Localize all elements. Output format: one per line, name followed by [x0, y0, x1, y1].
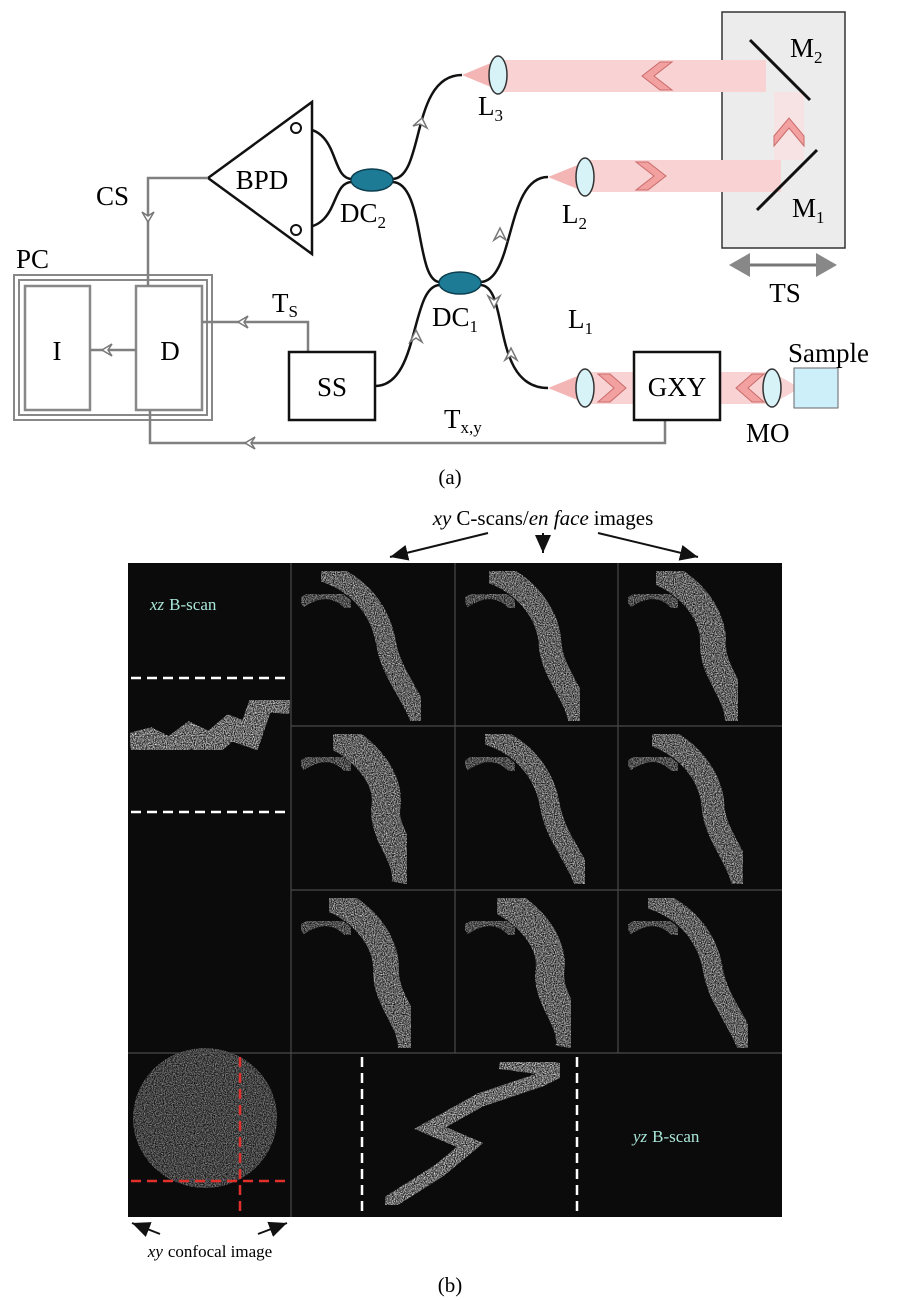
ss-label: SS: [317, 372, 347, 402]
l3-label: L3: [478, 91, 503, 125]
label-sub: 2: [378, 213, 387, 232]
label-main: M: [790, 33, 814, 63]
port: [291, 225, 301, 235]
bpd-label: BPD: [236, 165, 289, 195]
label-sub: 2: [814, 48, 823, 67]
txy-label: Tx,y: [444, 404, 482, 437]
label-part: images: [594, 506, 653, 530]
coupler: [351, 169, 393, 191]
dc1-label: DC1: [432, 302, 478, 336]
sample-box: [794, 368, 838, 408]
ts-label: TS: [769, 278, 801, 308]
label-part: xy: [147, 1242, 164, 1261]
label-part: xy: [432, 506, 452, 530]
lens: [489, 56, 507, 94]
beam: [498, 60, 766, 92]
label-main: M: [792, 193, 816, 223]
dc2-label: DC2: [340, 198, 386, 232]
label-sub: 2: [579, 214, 588, 233]
port: [291, 123, 301, 133]
panel-a: BPD CS PC I D TS SS DC2 DC1 L3 L2 L1 M2 …: [14, 12, 869, 489]
figure: BPD CS PC I D TS SS DC2 DC1 L3 L2 L1 M2 …: [0, 0, 901, 1300]
fiber: [375, 285, 440, 386]
beam: [585, 160, 781, 192]
pointer-arrow: [598, 533, 698, 557]
coupler: [439, 272, 481, 294]
label-part: xz: [149, 595, 165, 614]
pointer-arrow: [132, 1223, 160, 1234]
pointer-arrow: [258, 1223, 287, 1234]
label-sub: 1: [585, 319, 594, 338]
label-part: confocal image: [168, 1242, 272, 1261]
pointer-arrow: [390, 533, 488, 557]
label-part: B-scan: [652, 1127, 700, 1146]
caption-b: (b): [438, 1273, 463, 1297]
label-part: yz: [631, 1127, 648, 1146]
confocal-speckle: [133, 1048, 277, 1188]
label-part: C-scans/: [456, 506, 528, 530]
l2-label: L2: [562, 199, 587, 233]
label-sub: x,y: [461, 418, 483, 437]
ts-trigger-label: TS: [272, 288, 298, 321]
sample-label: Sample: [788, 338, 869, 368]
label-main: L: [562, 199, 579, 229]
label-sub: 1: [816, 208, 825, 227]
lens: [576, 369, 594, 407]
fiber-chevron: [494, 228, 506, 240]
gxy-label: GXY: [648, 372, 707, 402]
label-sub: 3: [495, 106, 504, 125]
d-label: D: [160, 336, 180, 366]
pc-label: PC: [16, 244, 49, 274]
lens: [576, 158, 594, 196]
signal-line: [150, 410, 665, 443]
lens: [763, 369, 781, 407]
label-main: L: [478, 91, 495, 121]
label-main: DC: [432, 302, 470, 332]
label-part: B-scan: [169, 595, 217, 614]
label-main: T: [444, 404, 461, 434]
mo-label: MO: [746, 418, 790, 448]
label-part: en face: [529, 506, 589, 530]
label-sub: 1: [470, 317, 479, 336]
fiber: [480, 177, 548, 282]
signal-line: [148, 178, 208, 286]
label-main: T: [272, 288, 289, 318]
l1-label: L1: [568, 304, 593, 338]
label-main: L: [568, 304, 585, 334]
caption-a: (a): [438, 465, 461, 489]
label-sub: S: [289, 302, 298, 321]
label-main: DC: [340, 198, 378, 228]
signal-line: [202, 322, 308, 352]
cs-label: CS: [96, 181, 129, 211]
i-label: I: [53, 336, 62, 366]
confocal-label: xyconfocal image: [147, 1242, 272, 1261]
fiber: [392, 182, 440, 282]
